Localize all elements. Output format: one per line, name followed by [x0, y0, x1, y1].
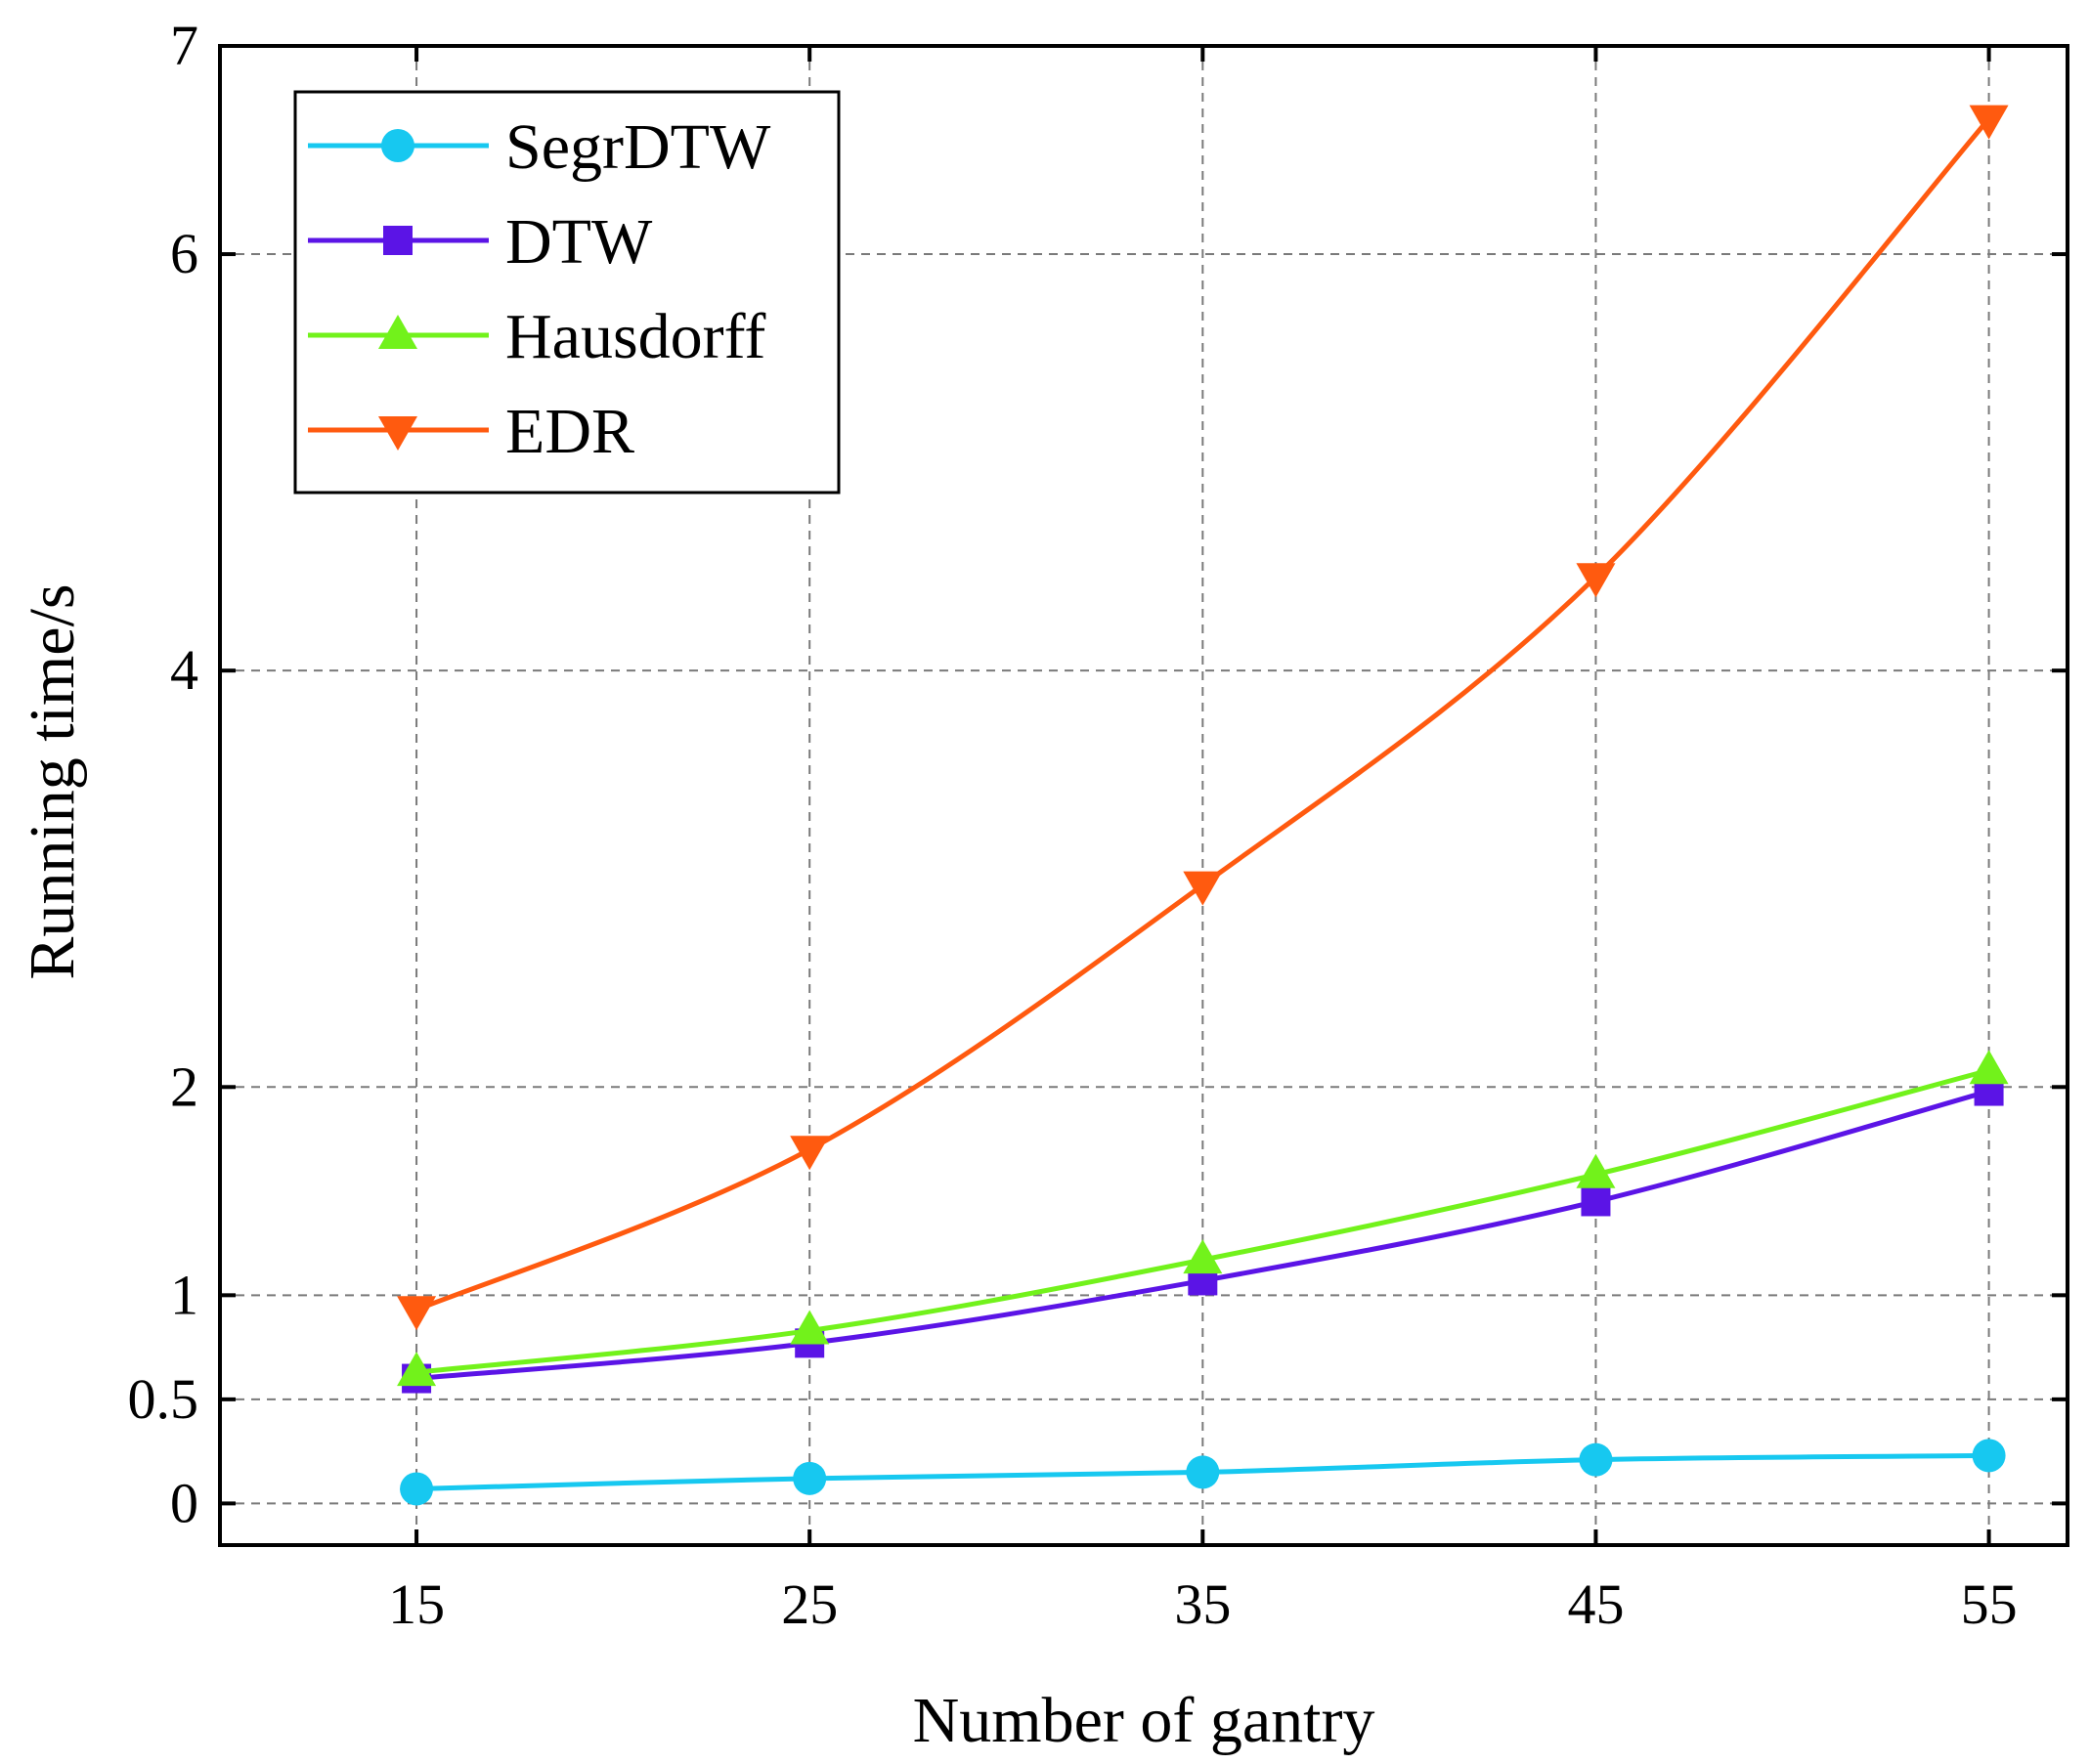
data-point [1576, 1153, 1616, 1188]
legend-item: DTW [308, 206, 653, 278]
data-point [1186, 1455, 1220, 1489]
data-point [1183, 871, 1223, 906]
data-point [1972, 1439, 2006, 1473]
legend-marker [383, 226, 413, 255]
legend-marker [378, 416, 417, 451]
y-tick-label: 4 [170, 638, 198, 702]
y-tick-label: 0.5 [128, 1367, 199, 1431]
legend-label: EDR [505, 396, 634, 467]
grid [220, 46, 2068, 1545]
data-point [1183, 1239, 1223, 1274]
data-point [790, 1136, 830, 1171]
legend-item: SegrDTW [308, 111, 771, 183]
legend-label: SegrDTW [505, 111, 771, 183]
data-point [1969, 1050, 2009, 1085]
x-tick-label: 15 [388, 1572, 445, 1636]
y-axis-title: Running time/s [17, 583, 88, 979]
data-point [397, 1296, 437, 1331]
series-layer [397, 105, 2009, 1506]
y-tick-label: 2 [170, 1054, 198, 1118]
y-tick-label: 0 [170, 1471, 198, 1534]
x-tick-label: 45 [1567, 1572, 1624, 1636]
legend-label: Hausdorff [505, 301, 765, 372]
x-tick-label: 35 [1174, 1572, 1231, 1636]
x-tick-label: 25 [781, 1572, 838, 1636]
ticks: 15 25 35 45 55 0 0.5 1 2 4 6 7 [128, 14, 2068, 1636]
legend-marker [381, 129, 414, 162]
plot-frame [218, 44, 2069, 1547]
x-axis-title: Number of gantry [913, 1685, 1375, 1756]
data-point [397, 1352, 437, 1387]
data-point [793, 1461, 827, 1495]
y-tick-label: 6 [170, 222, 198, 285]
series-segrdtw [400, 1439, 2006, 1506]
legend: SegrDTW DTW Hausdorff EDR [293, 90, 841, 495]
legend-label: DTW [505, 206, 653, 278]
y-tick-label: 1 [170, 1263, 198, 1326]
y-tick-label: 7 [170, 14, 198, 77]
series-edr [397, 105, 2009, 1331]
data-point [1576, 563, 1616, 598]
series-hausdorff [397, 1050, 2009, 1387]
legend-item: EDR [308, 396, 634, 467]
data-point [790, 1310, 830, 1345]
x-tick-label: 55 [1961, 1572, 2018, 1636]
legend-item: Hausdorff [308, 301, 765, 372]
data-point [1969, 105, 2009, 140]
legend-marker [378, 315, 417, 349]
data-point [1579, 1442, 1613, 1477]
data-point [1581, 1186, 1611, 1217]
data-point [400, 1472, 434, 1506]
